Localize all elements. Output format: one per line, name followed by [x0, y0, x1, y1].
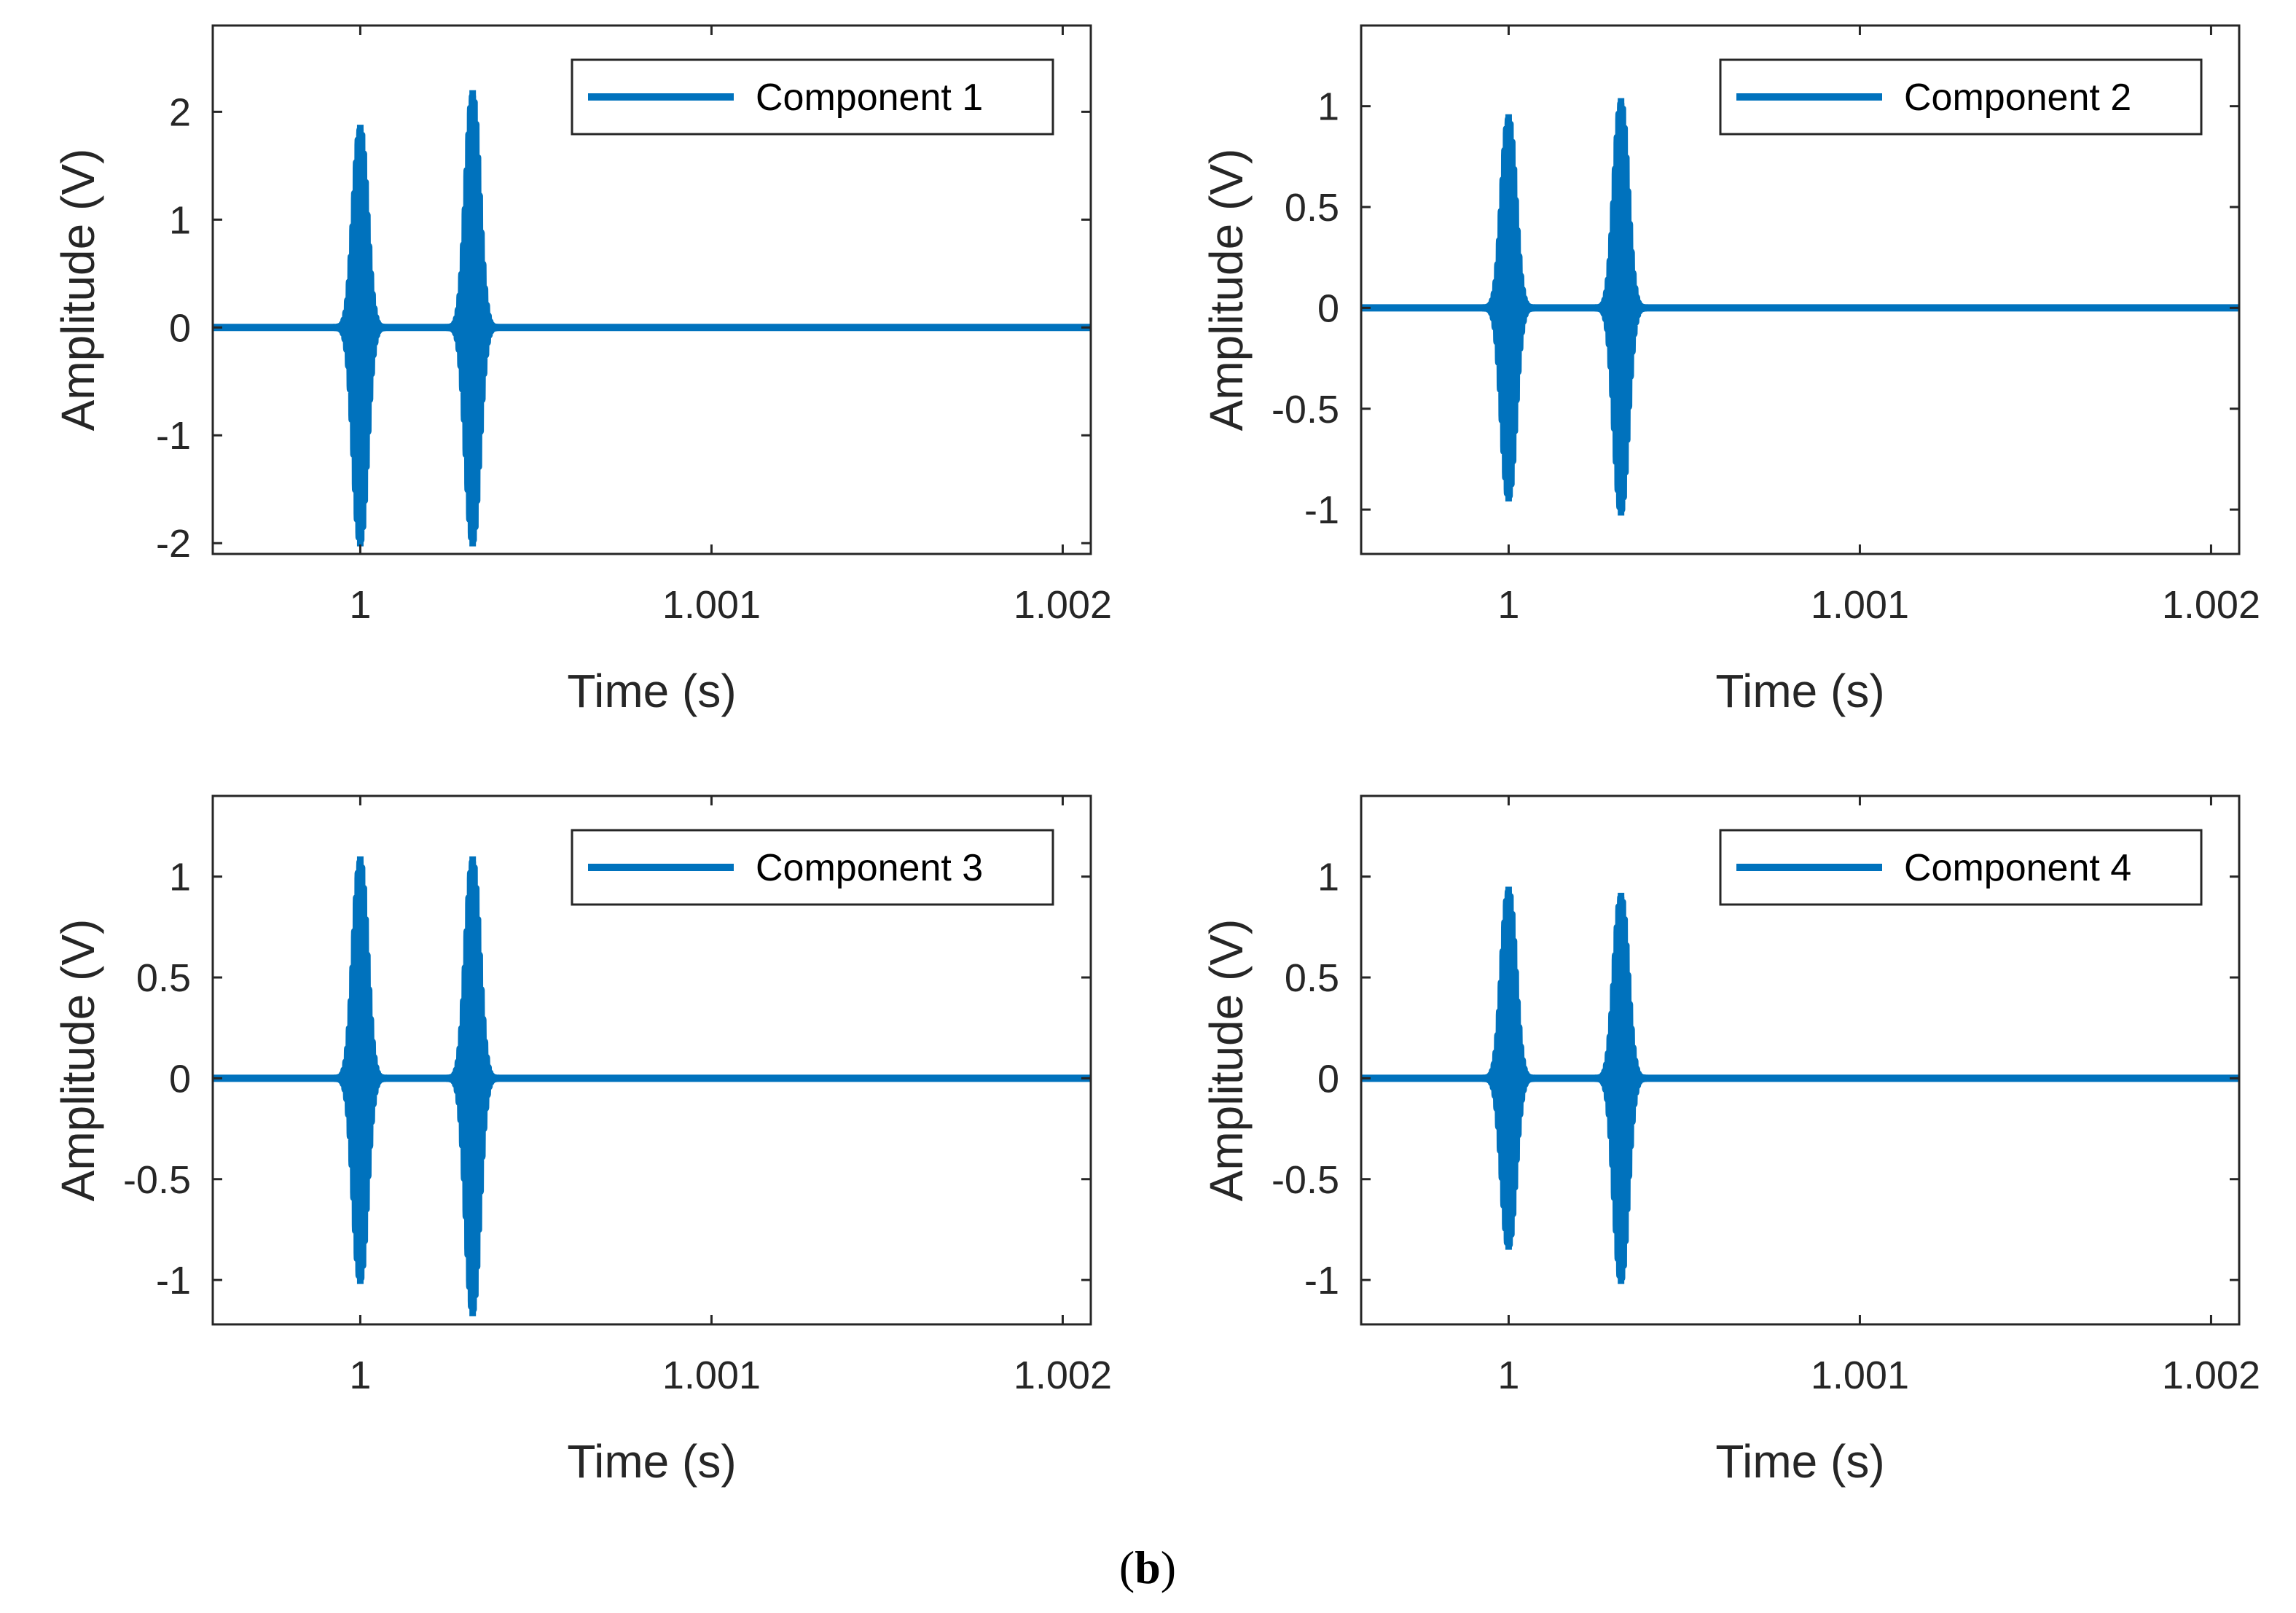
y-tick-label: 0	[1317, 1057, 1339, 1101]
y-tick-label: 0.5	[1285, 956, 1339, 1000]
y-tick-label: 1	[169, 198, 191, 242]
legend-2: Component 2	[1719, 58, 2203, 136]
x-tick-label: 1	[349, 1354, 371, 1397]
caption-close: )	[1161, 1542, 1176, 1593]
y-tick-label: 0	[1317, 286, 1339, 330]
y-axis-label: Amplitude (V)	[52, 149, 104, 431]
x-axis-label: Time (s)	[567, 665, 736, 717]
y-tick-label: -0.5	[1272, 388, 1339, 431]
y-axis-label: Amplitude (V)	[1200, 919, 1253, 1202]
y-tick-label: 1	[1317, 856, 1339, 899]
y-tick-label: 0	[169, 306, 191, 350]
chart-panel-2: 1 1.001 1.002 -1 -0.5 0 0.5 1 Time (s) Amplitude …	[1200, 24, 2260, 717]
x-tick-label: 1.002	[1014, 583, 1112, 627]
y-tick-label: 0.5	[1285, 186, 1339, 230]
signal-line-2	[1361, 100, 2239, 514]
x-tick-label: 1.001	[1811, 1354, 1909, 1397]
signal-line-1	[213, 93, 1091, 544]
y-tick-label: -2	[156, 522, 191, 566]
chart-panel-3: 1 1.001 1.002 -1 -0.5 0 0.5 1 Time (s) Amplitude …	[52, 794, 1112, 1488]
y-tick-label: -1	[1304, 488, 1339, 532]
legend-3: Component 3	[571, 829, 1054, 906]
axes-frame-4	[1360, 794, 2241, 1326]
legend-label: Component 4	[1904, 847, 2131, 889]
y-tick-label: -0.5	[123, 1158, 191, 1202]
x-tick-label: 1.002	[1014, 1354, 1112, 1397]
x-axis-label: Time (s)	[1715, 1435, 1884, 1488]
y-tick-label: 1	[169, 856, 191, 899]
axes-frame-3	[211, 794, 1092, 1326]
legend-4: Component 4	[1719, 829, 2203, 906]
x-tick-label: 1	[1497, 1354, 1519, 1397]
signal-line-3	[213, 858, 1091, 1313]
x-tick-label: 1.001	[662, 583, 761, 627]
y-tick-label: -0.5	[1272, 1158, 1339, 1202]
y-axis-label: Amplitude (V)	[52, 919, 104, 1202]
y-tick-label: -1	[156, 414, 191, 458]
y-tick-label: 1	[1317, 85, 1339, 129]
chart-panel-1: 1 1.001 1.002 -2 -1 0 1 2 Time (s) Amplitude (V) C…	[52, 24, 1112, 717]
x-tick-label: 1.001	[1811, 583, 1909, 627]
chart-panel-4: 1 1.001 1.002 -1 -0.5 0 0.5 1 Time (s) Amplitude …	[1200, 794, 2260, 1488]
legend-label: Component 3	[756, 847, 983, 889]
caption-letter: b	[1135, 1542, 1161, 1593]
x-axis-label: Time (s)	[567, 1435, 736, 1488]
y-tick-label: 0.5	[136, 956, 191, 1000]
caption-open: (	[1119, 1542, 1135, 1593]
legend-1: Component 1	[571, 58, 1054, 136]
y-tick-label: -1	[1304, 1259, 1339, 1302]
y-tick-label: 2	[169, 90, 191, 134]
x-tick-label: 1	[349, 583, 371, 627]
x-tick-label: 1.002	[2162, 1354, 2260, 1397]
x-axis-label: Time (s)	[1715, 665, 1884, 717]
signal-line-4	[1361, 888, 2239, 1282]
y-tick-label: -1	[156, 1259, 191, 1302]
y-tick-label: 0	[169, 1057, 191, 1101]
x-tick-label: 1.002	[2162, 583, 2260, 627]
legend-label: Component 1	[756, 77, 983, 119]
x-tick-label: 1.001	[662, 1354, 761, 1397]
axes-frame-2	[1360, 24, 2241, 555]
figure-caption: (b)	[1119, 1542, 1176, 1593]
axes-frame-1	[211, 24, 1092, 555]
x-tick-label: 1	[1497, 583, 1519, 627]
legend-label: Component 2	[1904, 77, 2131, 119]
y-axis-label: Amplitude (V)	[1200, 149, 1253, 431]
